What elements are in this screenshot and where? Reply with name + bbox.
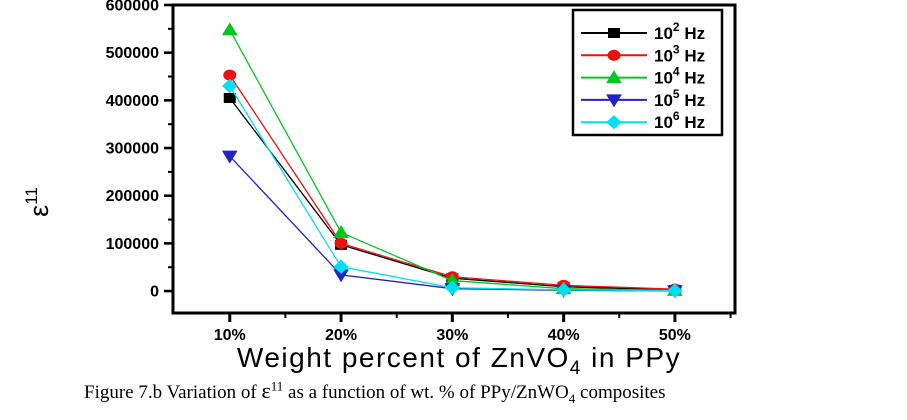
caption-epsilon-superscript: 11 xyxy=(270,378,284,394)
legend-marker xyxy=(606,94,622,108)
legend-label: 104 Hz xyxy=(654,65,705,88)
legend-item-1: 102 Hz xyxy=(581,20,705,43)
x-tick-label: 40% xyxy=(548,327,580,344)
legend-label: 102 Hz xyxy=(654,20,705,43)
legend-item-4: 105 Hz xyxy=(581,87,705,110)
x-axis: 10% 20% 30% 40% 50% xyxy=(214,313,732,344)
y-tick-label: 300000 xyxy=(106,141,159,158)
legend-box xyxy=(571,8,724,137)
data-point xyxy=(223,92,236,103)
x-tick-label: 10% xyxy=(214,327,246,344)
data-point xyxy=(221,150,238,164)
series-5 xyxy=(222,78,683,298)
legend-item-5: 106 Hz xyxy=(581,109,705,132)
caption-prefix: Figure 7.b Variation of xyxy=(84,382,262,403)
legend-label: 106 Hz xyxy=(654,109,705,132)
epsilon-vs-weight-chart: 0 100000 200000 300000 400000 500000 600000 10%… xyxy=(22,0,737,376)
legend-marker xyxy=(608,28,620,38)
caption-suffix: composites xyxy=(575,382,666,403)
x-tick-label: 30% xyxy=(436,327,468,344)
y-tick-label: 400000 xyxy=(106,93,159,110)
x-axis-title: Weight percent of ZnVO4 in PPy xyxy=(237,342,681,376)
data-point xyxy=(334,237,348,249)
legend-item-3: 104 Hz xyxy=(581,65,705,88)
data-point xyxy=(221,22,238,36)
x-tick-label: 20% xyxy=(325,327,357,344)
legend-marker xyxy=(606,70,622,84)
caption-middle: as a function of wt. % of PPy/ZnWO xyxy=(283,382,569,403)
data-point xyxy=(555,282,572,298)
y-tick-label: 100000 xyxy=(106,236,159,253)
figure-caption: Figure 7.b Variation of ε11 as a functio… xyxy=(84,378,666,406)
y-axis-title: ε11 xyxy=(22,187,54,217)
legend-label: 103 Hz xyxy=(654,42,705,65)
legend-label: 105 Hz xyxy=(654,87,705,110)
legend-marker xyxy=(606,115,622,130)
data-point xyxy=(223,69,237,81)
y-tick-label: 600000 xyxy=(106,0,159,15)
y-axis: 0 100000 200000 300000 400000 500000 600000 xyxy=(106,0,173,301)
legend-item-2: 103 Hz xyxy=(581,42,705,65)
caption-epsilon-symbol: ε xyxy=(261,378,271,403)
x-tick-label: 50% xyxy=(659,327,691,344)
data-point xyxy=(333,224,349,238)
data-point xyxy=(333,259,349,274)
y-tick-label: 200000 xyxy=(106,188,159,205)
y-tick-label: 0 xyxy=(150,284,159,301)
data-point xyxy=(222,78,238,94)
data-point xyxy=(667,283,683,298)
caption-subscript: 4 xyxy=(568,390,576,406)
legend-marker xyxy=(607,49,621,61)
y-tick-label: 500000 xyxy=(106,45,159,62)
plot-box xyxy=(171,3,737,315)
data-point xyxy=(444,280,461,295)
